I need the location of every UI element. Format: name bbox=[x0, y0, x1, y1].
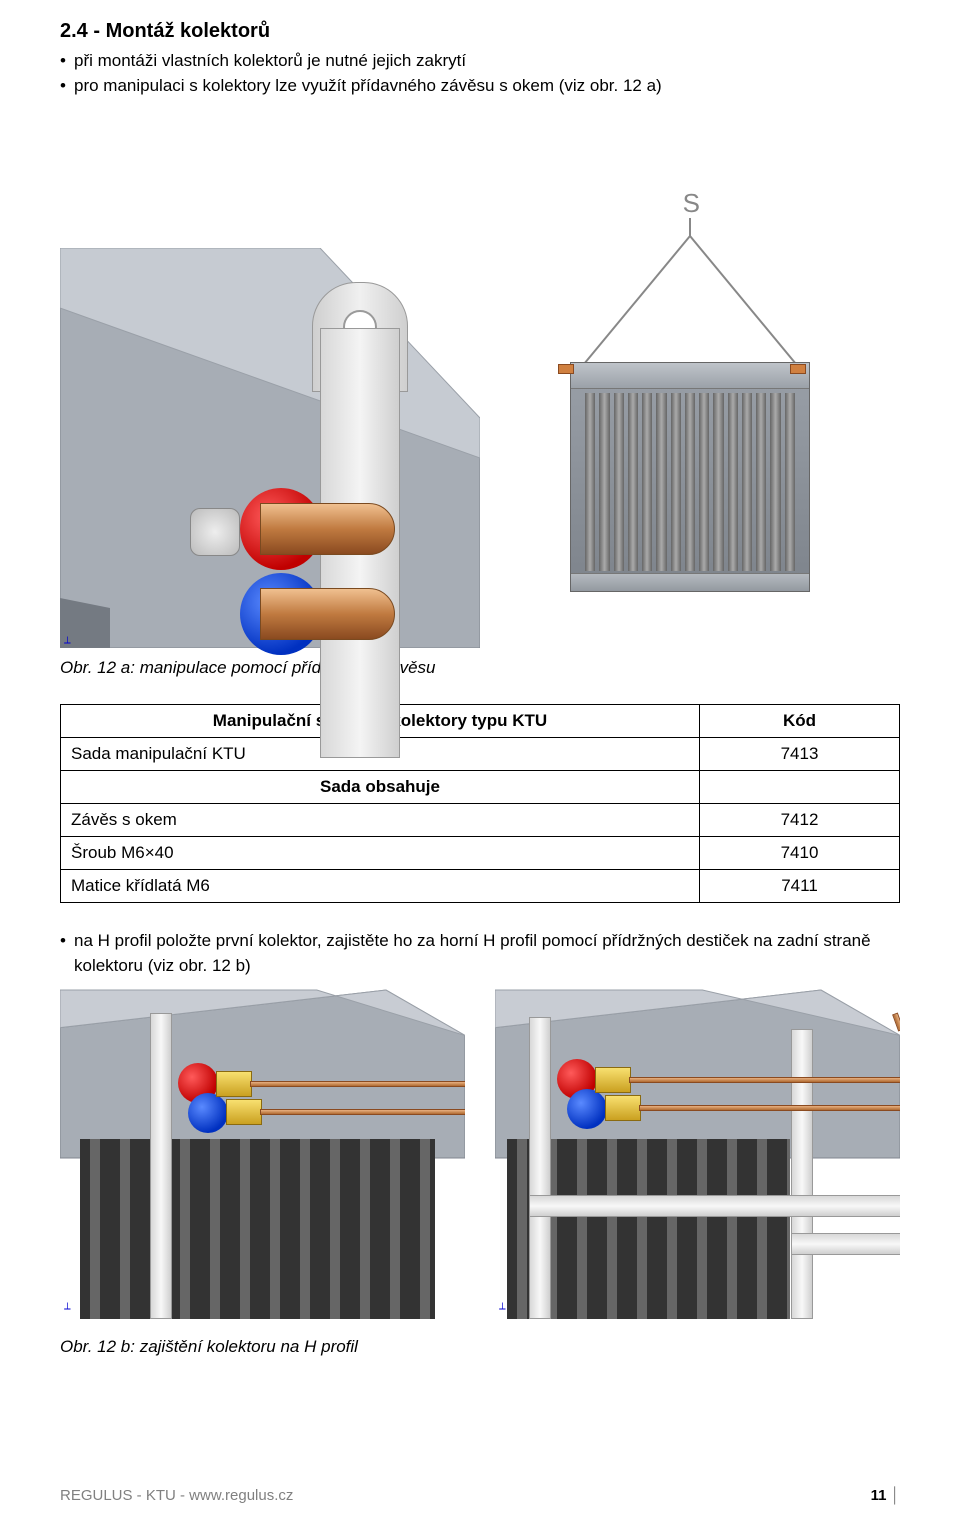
bullets-top: při montáži vlastních kolektorů je nutné… bbox=[60, 49, 900, 98]
brass-fitting-icon bbox=[216, 1071, 252, 1097]
collector-top-icon bbox=[60, 989, 465, 1159]
table-subheader-row: Sada obsahuje bbox=[61, 771, 900, 804]
vertical-profile-icon bbox=[150, 1013, 172, 1319]
pipe-lower-icon bbox=[260, 588, 395, 640]
footer-left: REGULUS - KTU - www.regulus.cz bbox=[60, 1487, 293, 1504]
table-header-right: Kód bbox=[700, 705, 900, 738]
table-subheader-empty bbox=[700, 771, 900, 804]
axis-marker-icon: ⟂ bbox=[64, 1301, 71, 1317]
table-cell-code: 7413 bbox=[700, 738, 900, 771]
tube-row-icon bbox=[80, 1139, 435, 1319]
hanging-panel-icon bbox=[570, 362, 810, 592]
vertical-profile-icon bbox=[529, 1017, 551, 1319]
table-cell-name: Závěs s okem bbox=[61, 804, 700, 837]
hanger-lines-icon bbox=[580, 218, 800, 368]
pipe-thin-icon bbox=[250, 1081, 465, 1087]
bullets-mid: na H profil položte první kolektor, zaji… bbox=[60, 929, 900, 978]
figure-12b-left: ⟂ bbox=[60, 989, 465, 1319]
table-cell-code: 7411 bbox=[700, 870, 900, 903]
figure-12b: ⟂ ⟂ bbox=[60, 989, 900, 1319]
hook-icon: S bbox=[683, 188, 700, 219]
figure-12a: ⟂ S bbox=[60, 108, 900, 648]
copper-hook-icon bbox=[790, 364, 806, 374]
brass-fitting-icon bbox=[595, 1067, 631, 1093]
bullet-item: při montáži vlastních kolektorů je nutné… bbox=[60, 49, 900, 74]
wingnut-icon bbox=[190, 508, 240, 556]
horizontal-profile-icon bbox=[791, 1233, 900, 1255]
bullet-item: pro manipulaci s kolektory lze využít př… bbox=[60, 74, 900, 99]
pipe-upper-icon bbox=[260, 503, 395, 555]
brass-fitting-icon bbox=[226, 1099, 262, 1125]
axis-marker-icon: ⟂ bbox=[499, 1301, 506, 1317]
flange-blue-sm-icon bbox=[188, 1093, 228, 1133]
manipulation-set-table: Manipulační sada pro kolektory typu KTU … bbox=[60, 704, 900, 903]
pipe-thin-icon bbox=[260, 1109, 465, 1115]
vertical-profile-icon bbox=[791, 1029, 813, 1319]
pipe-thin-icon bbox=[629, 1077, 900, 1083]
page-footer: REGULUS - KTU - www.regulus.cz 11 │ bbox=[60, 1487, 900, 1504]
figure-12b-right: ⟂ bbox=[495, 989, 900, 1319]
table-row: Matice křídlatá M6 7411 bbox=[61, 870, 900, 903]
table-subheader: Sada obsahuje bbox=[61, 771, 700, 804]
section-title: 2.4 - Montáž kolektorů bbox=[60, 20, 900, 43]
table-cell-code: 7410 bbox=[700, 837, 900, 870]
horizontal-profile-icon bbox=[529, 1195, 900, 1217]
table-row: Sada manipulační KTU 7413 bbox=[61, 738, 900, 771]
table-row: Šroub M6×40 7410 bbox=[61, 837, 900, 870]
bullet-item: na H profil položte první kolektor, zaji… bbox=[60, 929, 900, 978]
table-header-row: Manipulační sada pro kolektory typu KTU … bbox=[61, 705, 900, 738]
footer-right: 11 │ bbox=[871, 1487, 900, 1504]
axis-marker-icon: ⟂ bbox=[64, 635, 71, 646]
table-row: Závěs s okem 7412 bbox=[61, 804, 900, 837]
table-cell-code: 7412 bbox=[700, 804, 900, 837]
table-cell-name: Matice křídlatá M6 bbox=[61, 870, 700, 903]
copper-hook-icon bbox=[558, 364, 574, 374]
figure-12a-caption: Obr. 12 a: manipulace pomocí přídavného … bbox=[60, 658, 900, 678]
collector-top-icon bbox=[495, 989, 900, 1159]
brass-fitting-icon bbox=[605, 1095, 641, 1121]
pipe-thin-icon bbox=[639, 1105, 900, 1111]
figure-12b-caption: Obr. 12 b: zajištění kolektoru na H prof… bbox=[60, 1337, 900, 1357]
flange-blue-sm-icon bbox=[567, 1089, 607, 1129]
table-cell-name: Šroub M6×40 bbox=[61, 837, 700, 870]
